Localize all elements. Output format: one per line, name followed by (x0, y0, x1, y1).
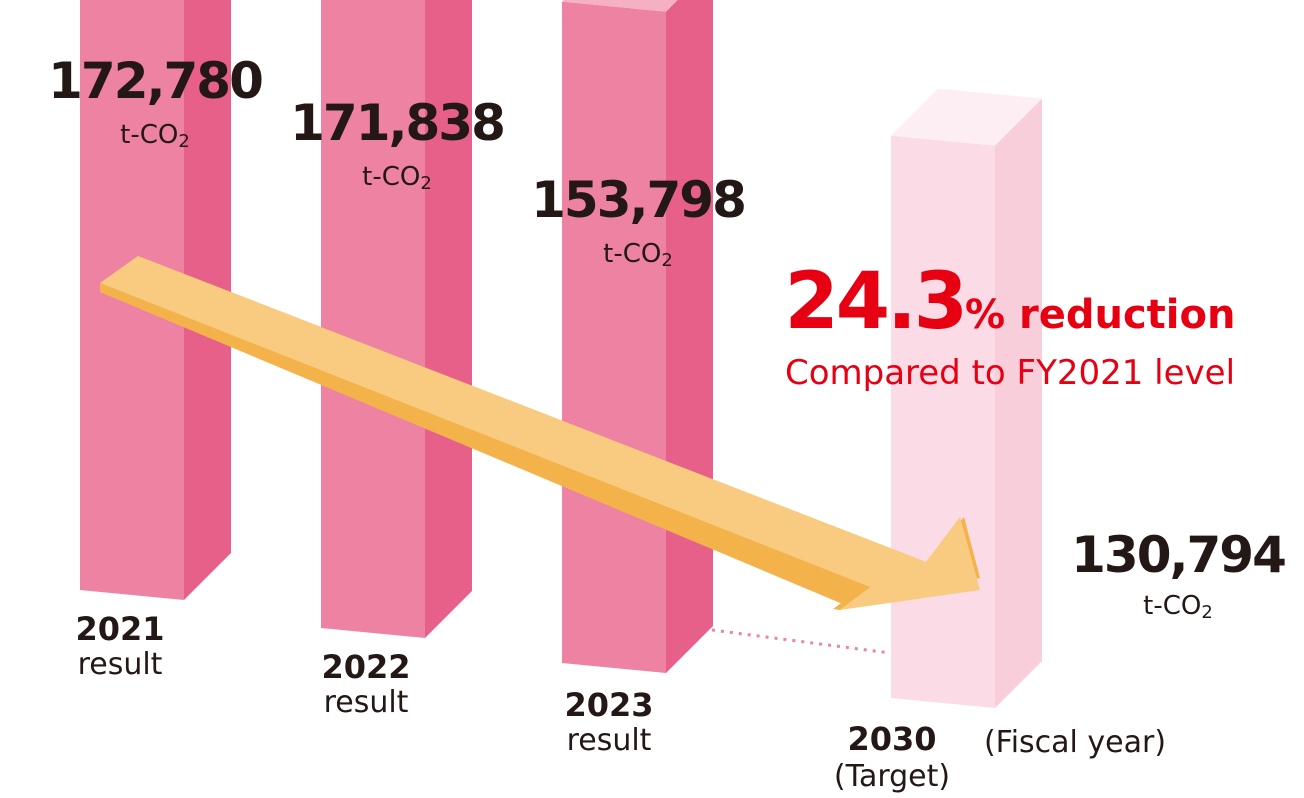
data-label-unit: t-CO2 (362, 162, 432, 194)
bar-side-face (995, 98, 1042, 708)
bar-top-face (891, 88, 1042, 146)
target-connector-line (711, 628, 891, 655)
data-label-value: 130,794 (1071, 526, 1285, 584)
category-year-label: 2030 (847, 720, 936, 758)
comparison-text: Compared to FY2021 level (785, 353, 1235, 393)
data-label-value: 153,798 (531, 171, 745, 229)
category-year-label: 2021 (75, 610, 164, 648)
reduction-text: % reduction (965, 292, 1235, 338)
bar-front-face (891, 135, 995, 708)
data-label-unit: t-CO2 (120, 120, 190, 152)
bar-side-face (425, 0, 472, 638)
bar-2023 (562, 0, 713, 674)
trend-arrow-edge (100, 283, 870, 610)
trend-arrow (100, 256, 980, 610)
category-sub-label: (Target) (834, 759, 950, 794)
bar-top-face (562, 0, 678, 12)
trend-arrow-layer (100, 256, 980, 610)
bar-2022 (321, 0, 472, 638)
svg-text:24.3% reduction: 24.3% reduction (785, 257, 1236, 347)
reduction-annotation: 24.3% reduction Compared to FY2021 level (785, 257, 1236, 393)
category-year-label: 2022 (321, 648, 410, 686)
data-label-unit: t-CO2 (603, 239, 673, 271)
bar-side-face (666, 0, 713, 673)
data-label-value: 171,838 (290, 94, 504, 152)
category-sub-label: result (324, 685, 409, 720)
category-sub-label: result (78, 647, 163, 682)
data-label-value: 172,780 (48, 52, 262, 110)
reduction-percent: 24.3 (785, 257, 965, 347)
labels-layer: 172,780 t-CO2 171,838 t-CO2 153,798 t-CO2 130,… (48, 52, 1287, 794)
bar-2030 (891, 88, 1042, 708)
category-sub-label: result (567, 723, 652, 758)
data-label-unit: t-CO2 (1143, 591, 1213, 623)
category-year-label: 2023 (564, 686, 653, 724)
x-axis-label: (Fiscal year) (984, 725, 1166, 760)
bar-front-face (321, 0, 425, 638)
bar-front-face (562, 1, 666, 674)
